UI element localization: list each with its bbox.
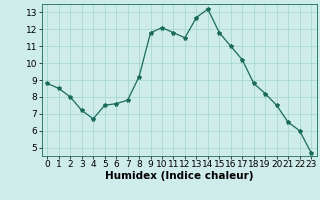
X-axis label: Humidex (Indice chaleur): Humidex (Indice chaleur) xyxy=(105,171,253,181)
